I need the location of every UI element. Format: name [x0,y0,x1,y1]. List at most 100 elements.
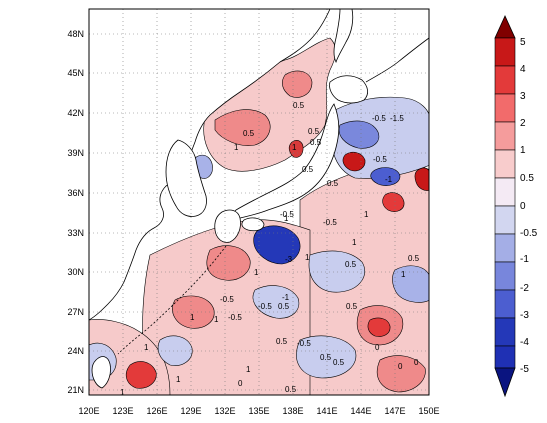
colorbar-segment [494,261,516,291]
ne-neg-core-2 [370,167,401,186]
colorbar-segment [494,233,516,263]
contour-label: 0.5 [345,260,357,269]
y-axis: 21N 24N 27N 30N 33N 36N 39N 42N 45N 48N [67,29,84,395]
colorbar-segment [494,345,516,369]
y-tick-label: 27N [67,307,84,317]
contour-label: 0.5 [285,385,297,394]
contour-label: -0.5 [280,210,294,219]
taiwan [91,356,111,389]
contour-label: 1 [364,210,369,219]
contour-label: 0.5 [310,138,322,147]
colorbar-segment [494,289,516,319]
contour-label: -0.5 [323,218,337,227]
south-neg-east [392,265,429,303]
contour-label: -1 [385,175,393,184]
contour-label: 0.5 [308,127,320,136]
ne-neg-core [338,120,380,149]
x-tick-label: 132E [214,406,235,416]
x-tick-label: 135E [248,406,269,416]
contour-label: 1 [246,365,251,374]
contour-label: 1 [284,214,289,223]
colorbar-label: 0.5 [520,173,534,184]
south-neg-blob-2 [308,250,366,293]
colorbar-label: 3 [520,91,526,102]
colorbar-top-arrow [494,15,516,39]
contour-label: -0.5 [297,339,311,348]
south-neg-blob [252,285,300,319]
kuril-chain [365,37,430,83]
contour-label: -0.5 [220,295,234,304]
contour-label: 0.5 [276,337,288,346]
x-tick-label: 120E [78,406,99,416]
map-panel: 0.5 1 0.5 0.5 1 -0.5 -1.5 -0.5 -1 0.5 1 … [88,8,430,397]
x-axis: 120E 123E 126E 129E 132E 135E 138E 141E … [78,406,439,416]
contour-label: 1 [234,143,239,152]
x-tick-label: 123E [112,406,133,416]
korean-peninsula [165,139,207,217]
contour-label: 0.5 [346,302,358,311]
x-tick-label: 150E [418,406,439,416]
colorbar-label: 0 [520,201,526,212]
colorbar-segment [494,65,516,95]
colorbar-label: 5 [520,37,526,48]
colorbar: 5 4 3 2 1 0.5 0 -0.5 -1 -2 -3 -4 -5 [494,15,538,398]
contour-label: 0.5 [408,254,420,263]
contour-label: -3 [285,255,293,264]
contour-label: 0 [238,379,243,388]
colorbar-segment [494,37,516,67]
y-tick-label: 21N [67,385,84,395]
x-tick-label: 126E [146,406,167,416]
ne-pos-edge [414,167,429,191]
sea-of-japan-highs-2 [281,70,313,98]
kyushu [214,209,241,243]
contour-label: 1 [176,375,181,384]
x-tick-label: 129E [180,406,201,416]
colorbar-label: -4 [520,337,529,348]
x-tick-label: 141E [316,406,337,416]
x-tick-label: 147E [384,406,405,416]
south-pos-lower [376,355,426,393]
colorbar-label: -1 [520,254,529,265]
colorbar-label: -3 [520,310,529,321]
contour-label: 0.5 [302,165,314,174]
grid-lines [89,9,429,395]
colorbar-label: 2 [520,118,526,129]
colorbar-segment [494,93,516,123]
contour-label: 0.5 [320,353,332,362]
colorbar-segment [494,205,516,235]
south-pos-east-core [367,317,391,337]
y-tick-label: 42N [67,108,84,118]
contour-label: 0 [398,362,403,371]
y-tick-label: 45N [67,68,84,78]
contour-label: -1.5 [390,114,404,123]
kuroshio-neg-core [253,225,301,265]
south-neg-lower [296,335,357,379]
colorbar-label: -2 [520,283,529,294]
contour-label: 0 [414,358,419,367]
contour-label: -1 [282,293,290,302]
land-masses [88,8,430,389]
sw-neg-2 [157,335,193,366]
colorbar-bottom-arrow [494,367,516,398]
contour-label: 1 [254,268,259,277]
contour-label: -0.5 [228,313,242,322]
colorbar-label: -0.5 [520,228,538,239]
contour-label: 1 [305,253,310,262]
sakhalin [333,8,354,64]
y-tick-label: 33N [67,228,84,238]
sw-pos-core [125,361,157,389]
contour-label: -0.5 [258,302,272,311]
contour-label: 1 [120,388,125,397]
colorbar-label: -5 [520,364,529,375]
contour-label: 0.5 [293,101,305,110]
colorbar-segment [494,149,516,179]
contour-label: 1 [190,313,195,322]
y-tick-label: 24N [67,346,84,356]
ryukyu-chain [117,245,227,355]
sea-of-japan-core [288,140,304,158]
shikoku [241,217,265,232]
colorbar-segment [494,177,516,207]
hokkaido [329,75,368,104]
colorbar-label: 4 [520,64,526,75]
colorbar-label: 1 [520,145,526,156]
